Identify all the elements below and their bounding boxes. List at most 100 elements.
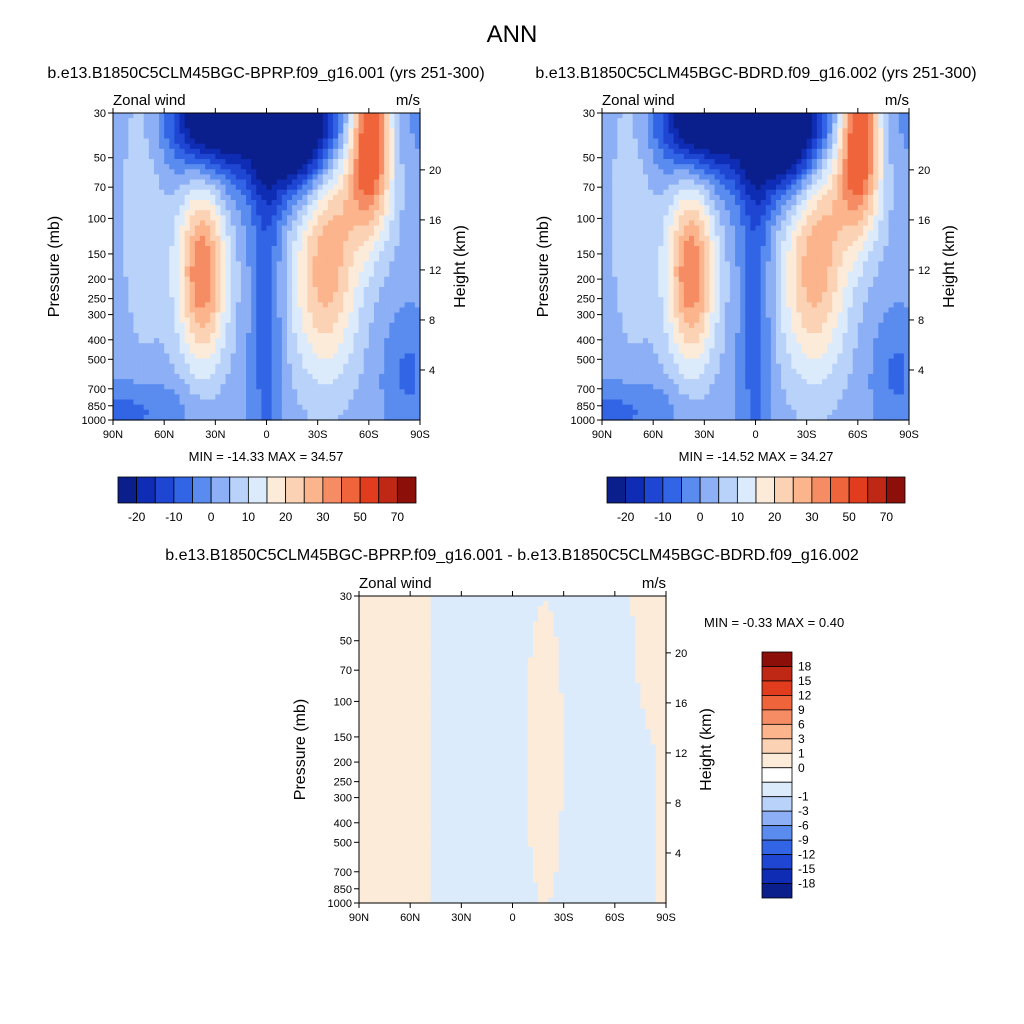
- field-cell: [179, 286, 186, 293]
- field-cell: [205, 133, 211, 140]
- field-cell: [678, 169, 685, 175]
- field-cell: [230, 317, 237, 324]
- field-cell: [292, 225, 298, 232]
- colorbar-swatch: [341, 476, 361, 504]
- field-cell: [159, 230, 165, 237]
- field-cell: [781, 210, 787, 216]
- field-cell: [292, 368, 298, 375]
- field-cell: [409, 307, 416, 314]
- field-cell: [312, 358, 319, 365]
- field-cell: [704, 133, 711, 140]
- field-cell: [179, 343, 186, 349]
- field-cell: [404, 113, 411, 119]
- field-cell: [353, 159, 360, 165]
- field-cell: [246, 404, 252, 411]
- field-cell: [847, 174, 854, 181]
- field-cell: [271, 399, 278, 406]
- field-cell: [888, 174, 895, 181]
- field-cell: [409, 286, 416, 293]
- field-cell: [409, 394, 416, 401]
- field-cell: [286, 215, 293, 222]
- field-cell: [399, 409, 406, 416]
- field-cell: [159, 148, 165, 155]
- field-cell: [322, 363, 329, 370]
- field-cell: [694, 123, 700, 129]
- field-cell: [148, 215, 155, 222]
- field-cell: [796, 169, 803, 175]
- field-cell: [281, 312, 288, 319]
- field-cell: [368, 194, 375, 201]
- field-cell: [307, 128, 314, 135]
- field-cell: [394, 199, 401, 206]
- field-cell: [394, 164, 401, 170]
- field-cell: [179, 266, 186, 273]
- field-cell: [348, 240, 355, 247]
- field-cell: [404, 379, 411, 385]
- field-cell: [353, 174, 360, 181]
- field-cell: [302, 189, 309, 196]
- field-cell: [333, 230, 339, 237]
- field-cell: [760, 148, 767, 155]
- field-cell: [404, 343, 411, 349]
- field-cell: [368, 327, 375, 334]
- field-cell: [281, 194, 288, 201]
- field-cell: [719, 215, 726, 222]
- field-cell: [399, 118, 406, 124]
- field-cell: [348, 333, 355, 339]
- field-cell: [292, 363, 298, 370]
- field-cell: [883, 128, 890, 135]
- field-cell: [302, 148, 309, 155]
- field-cell: [653, 148, 659, 155]
- field-cell: [271, 373, 278, 380]
- field-cell: [174, 251, 181, 257]
- field-cell: [225, 174, 232, 181]
- field-cell: [261, 399, 268, 406]
- field-cell: [379, 148, 385, 155]
- field-cell: [225, 312, 232, 319]
- field-cell: [883, 118, 890, 124]
- field-cell: [327, 379, 334, 385]
- field-cell: [246, 292, 252, 298]
- field-cell: [286, 394, 293, 401]
- field-cell: [414, 404, 421, 411]
- field-cell: [307, 113, 314, 119]
- field-cell: [215, 205, 222, 211]
- field-cell: [740, 184, 746, 191]
- field-cell: [852, 205, 859, 211]
- field-cell: [240, 373, 247, 380]
- field-cell: [683, 113, 690, 119]
- field-cell: [251, 189, 257, 196]
- field-cell: [297, 128, 303, 135]
- field-cell: [297, 286, 303, 293]
- field-cell: [898, 194, 905, 201]
- field-cell: [857, 113, 864, 119]
- field-cell: [225, 399, 232, 406]
- field-cell: [153, 184, 160, 191]
- field-cell: [786, 179, 792, 186]
- field-cell: [118, 143, 124, 150]
- field-cell: [847, 113, 854, 119]
- field-cell: [842, 210, 849, 216]
- field-cell: [862, 199, 869, 206]
- field-cell: [873, 210, 879, 216]
- field-cell: [394, 133, 401, 140]
- field-cell: [612, 123, 618, 129]
- field-cell: [317, 138, 324, 145]
- field-cell: [775, 194, 782, 201]
- field-cell: [256, 312, 262, 319]
- field-cell: [358, 307, 365, 314]
- field-cell: [322, 348, 329, 355]
- field-cell: [862, 159, 869, 165]
- field-cell: [358, 194, 365, 201]
- field-cell: [658, 205, 664, 211]
- field-cell: [251, 384, 257, 390]
- field-cell: [338, 394, 344, 401]
- field-cell: [113, 128, 119, 135]
- field-cell: [837, 215, 844, 222]
- field-cell: [729, 189, 736, 196]
- field-cell: [765, 220, 772, 227]
- field-cell: [297, 159, 303, 165]
- field-cell: [414, 379, 421, 385]
- field-cell: [770, 189, 777, 196]
- field-cell: [174, 123, 181, 129]
